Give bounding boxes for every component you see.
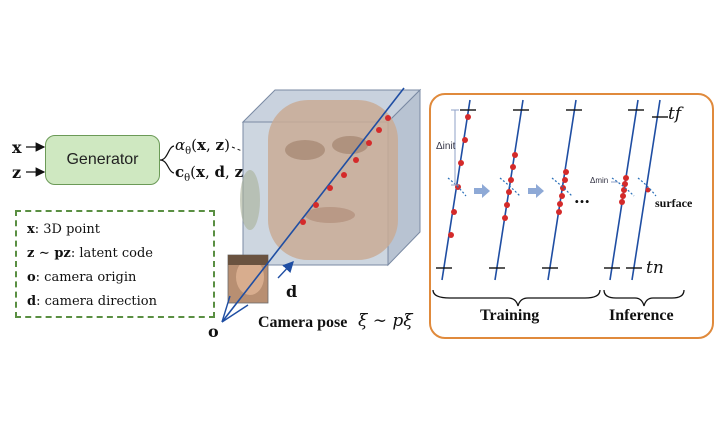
legend-item-o: o: camera origin (27, 270, 137, 285)
direction-label: d (286, 282, 298, 301)
generator-box: Generator (45, 135, 160, 185)
camera-pose-label: Camera pose (258, 314, 348, 331)
scene-cube (240, 88, 422, 267)
output-fork (159, 145, 175, 174)
input-z-label: z (12, 163, 22, 182)
t-far-label: tf (668, 104, 682, 124)
panel-samples-2 (502, 152, 518, 221)
ray-extra-1 (221, 295, 231, 323)
panel-samples-4 (619, 175, 629, 205)
step-arrows (474, 184, 544, 198)
inference-label: Inference (609, 307, 674, 324)
direction-arrow (277, 260, 294, 279)
panel-samples-1 (448, 114, 471, 238)
notation-legend: x: 3D point z ∼ pz: latent code o: camer… (15, 210, 215, 318)
output-alpha-label: αθ(x, z) (175, 136, 230, 157)
ray-extra-2 (221, 304, 249, 323)
delta-min-label: Δmin (590, 176, 609, 185)
generator-label: Generator (66, 151, 139, 168)
surface-label: surface (655, 196, 693, 210)
sampling-panel (429, 93, 714, 339)
training-brace (432, 289, 601, 307)
ellipsis-label: … (574, 188, 590, 207)
camera-image (227, 254, 269, 304)
legend-item-x: x: 3D point (27, 222, 101, 237)
surface-point (645, 187, 651, 193)
panel-ticks (436, 109, 668, 269)
legend-item-d: d: camera direction (27, 294, 158, 309)
origin-label: o (208, 322, 219, 341)
camera-pose-math: ξ ∼ pξ (358, 311, 413, 331)
input-x-label: x (12, 138, 22, 157)
t-near-label: tn (646, 258, 664, 278)
surface-curves (447, 177, 657, 197)
ray-sample-points (300, 115, 391, 225)
delta-init-label: Δinit (436, 141, 456, 152)
inference-brace (603, 289, 685, 307)
delta-init-bracket (451, 109, 459, 186)
legend-item-z: z ∼ pz: latent code (27, 246, 154, 261)
training-label: Training (480, 307, 540, 324)
